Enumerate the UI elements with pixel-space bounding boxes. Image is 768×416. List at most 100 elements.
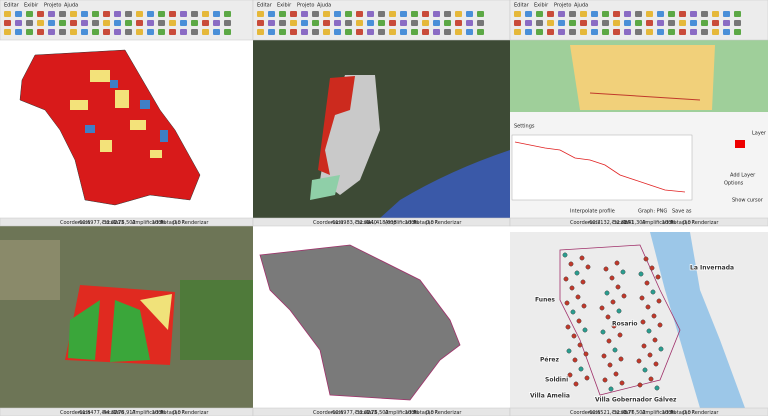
toolbar-icon[interactable]: [114, 11, 121, 17]
toolbar-icon[interactable]: [591, 11, 598, 17]
point-marker[interactable]: [620, 269, 626, 275]
point-marker[interactable]: [645, 304, 651, 310]
toolbar-icon[interactable]: [37, 29, 44, 35]
toolbar-icon[interactable]: [433, 29, 440, 35]
toolbar-icon[interactable]: [400, 20, 407, 26]
toolbar-icon[interactable]: [334, 29, 341, 35]
toolbar-icon[interactable]: [455, 29, 462, 35]
toolbar-icon[interactable]: [125, 11, 132, 17]
toolbar-icon[interactable]: [312, 20, 319, 26]
point-marker[interactable]: [599, 305, 605, 311]
toolbar-icon[interactable]: [646, 11, 653, 17]
point-marker[interactable]: [616, 308, 622, 314]
toolbar-icon[interactable]: [580, 20, 587, 26]
toolbar-icon[interactable]: [26, 29, 33, 35]
toolbar-icon[interactable]: [367, 11, 374, 17]
toolbar-icon[interactable]: [411, 11, 418, 17]
point-marker[interactable]: [577, 342, 583, 348]
menu-item[interactable]: Exibir: [24, 3, 39, 9]
toolbar-icon[interactable]: [81, 11, 88, 17]
toolbar-icon[interactable]: [477, 20, 484, 26]
point-marker[interactable]: [641, 343, 647, 349]
toolbar-icon[interactable]: [257, 29, 264, 35]
toolbar-icon[interactable]: [213, 29, 220, 35]
toolbar-icon[interactable]: [422, 11, 429, 17]
point-marker[interactable]: [638, 271, 644, 277]
point-marker[interactable]: [608, 386, 614, 392]
toolbar-icon[interactable]: [514, 11, 521, 17]
toolbar-icon[interactable]: [301, 11, 308, 17]
toolbar-icon[interactable]: [466, 29, 473, 35]
toolbar-icon[interactable]: [158, 11, 165, 17]
toolbar-icon[interactable]: [455, 20, 462, 26]
toolbar-icon[interactable]: [136, 20, 143, 26]
toolbar-icon[interactable]: [169, 29, 176, 35]
toolbar-icon[interactable]: [690, 11, 697, 17]
profile-text[interactable]: Save as: [672, 209, 692, 215]
point-marker[interactable]: [602, 377, 608, 383]
point-marker[interactable]: [583, 351, 589, 357]
toolbar-icon[interactable]: [668, 11, 675, 17]
toolbar-icon[interactable]: [4, 29, 11, 35]
toolbar-icon[interactable]: [70, 11, 77, 17]
point-marker[interactable]: [579, 255, 585, 261]
point-marker[interactable]: [646, 328, 652, 334]
toolbar-icon[interactable]: [591, 29, 598, 35]
point-marker[interactable]: [567, 372, 573, 378]
toolbar-icon[interactable]: [624, 29, 631, 35]
point-marker[interactable]: [612, 347, 618, 353]
point-marker[interactable]: [621, 293, 627, 299]
toolbar-icon[interactable]: [356, 20, 363, 26]
toolbar-icon[interactable]: [290, 11, 297, 17]
toolbar-icon[interactable]: [422, 29, 429, 35]
toolbar-icon[interactable]: [279, 20, 286, 26]
toolbar-icon[interactable]: [536, 11, 543, 17]
point-marker[interactable]: [570, 309, 576, 315]
toolbar-icon[interactable]: [345, 11, 352, 17]
toolbar-icon[interactable]: [723, 20, 730, 26]
toolbar-icon[interactable]: [525, 20, 532, 26]
toolbar-icon[interactable]: [624, 20, 631, 26]
toolbar-icon[interactable]: [679, 20, 686, 26]
point-marker[interactable]: [582, 327, 588, 333]
toolbar-icon[interactable]: [213, 11, 220, 17]
toolbar-icon[interactable]: [290, 29, 297, 35]
toolbar-icon[interactable]: [279, 11, 286, 17]
toolbar-icon[interactable]: [734, 20, 741, 26]
toolbar-icon[interactable]: [48, 20, 55, 26]
toolbar-icon[interactable]: [81, 29, 88, 35]
toolbar-icon[interactable]: [514, 29, 521, 35]
toolbar-icon[interactable]: [147, 11, 154, 17]
toolbar-icon[interactable]: [378, 11, 385, 17]
menu-item[interactable]: Projeto: [44, 3, 61, 9]
point-marker[interactable]: [563, 276, 569, 282]
toolbar-icon[interactable]: [701, 29, 708, 35]
toolbar-icon[interactable]: [602, 29, 609, 35]
toolbar-icon[interactable]: [602, 20, 609, 26]
toolbar-icon[interactable]: [367, 29, 374, 35]
point-marker[interactable]: [619, 380, 625, 386]
point-marker[interactable]: [610, 299, 616, 305]
toolbar-icon[interactable]: [158, 29, 165, 35]
toolbar-icon[interactable]: [455, 11, 462, 17]
toolbar-icon[interactable]: [712, 11, 719, 17]
toolbar-icon[interactable]: [569, 11, 576, 17]
toolbar-icon[interactable]: [224, 11, 231, 17]
toolbar-icon[interactable]: [580, 29, 587, 35]
point-marker[interactable]: [637, 382, 643, 388]
menu-item[interactable]: Ajuda: [574, 3, 588, 9]
point-marker[interactable]: [606, 338, 612, 344]
toolbar-icon[interactable]: [323, 20, 330, 26]
toolbar-icon[interactable]: [301, 29, 308, 35]
toolbar-icon[interactable]: [679, 11, 686, 17]
point-marker[interactable]: [611, 323, 617, 329]
toolbar-icon[interactable]: [202, 29, 209, 35]
toolbar-icon[interactable]: [536, 29, 543, 35]
toolbar-icon[interactable]: [15, 29, 22, 35]
toolbar-icon[interactable]: [657, 20, 664, 26]
toolbar-icon[interactable]: [59, 20, 66, 26]
toolbar-icon[interactable]: [444, 11, 451, 17]
toolbar-icon[interactable]: [257, 20, 264, 26]
toolbar-icon[interactable]: [422, 20, 429, 26]
point-marker[interactable]: [574, 270, 580, 276]
